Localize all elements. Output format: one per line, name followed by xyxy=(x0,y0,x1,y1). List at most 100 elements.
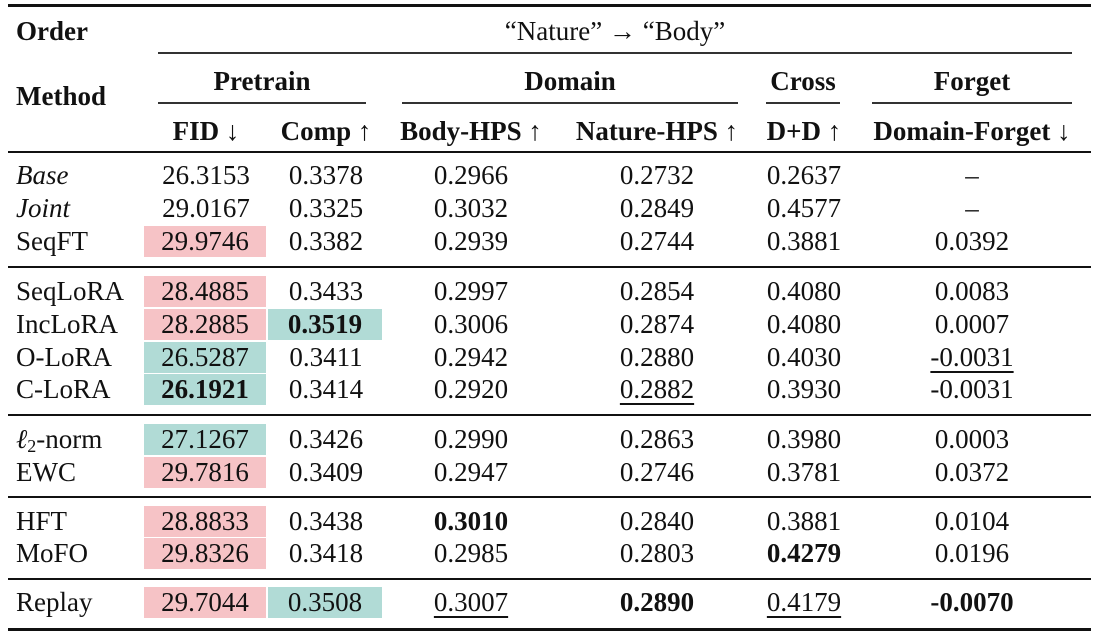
cell-value: 0.0007 xyxy=(934,309,1010,339)
group-pretrain: Pretrain xyxy=(213,66,311,96)
body-hps-cell: 0.2947 xyxy=(384,457,558,488)
forget-underline xyxy=(872,102,1072,104)
cell-value: 0.2854 xyxy=(619,276,695,306)
cell-value: 0.2997 xyxy=(433,276,509,306)
cell-value: 0.2732 xyxy=(619,160,695,190)
fid-cell: 28.8833 xyxy=(144,506,266,537)
dd-cell: 0.3781 xyxy=(756,457,852,488)
cell-value: 28.4885 xyxy=(161,276,249,306)
method-cell: SeqLoRA xyxy=(16,276,124,306)
cell-value: 0.2849 xyxy=(619,193,695,223)
cell-value: 0.2880 xyxy=(619,342,695,372)
nature-hps-cell: 0.2863 xyxy=(558,424,756,455)
method-suffix: -norm xyxy=(36,424,103,454)
comp-cell: 0.3426 xyxy=(268,424,384,455)
cell-value: 0.3414 xyxy=(288,374,364,404)
body-hps-cell: 0.3007 xyxy=(384,587,558,618)
fid-cell: 28.2885 xyxy=(144,309,266,340)
fid-cell: 28.4885 xyxy=(144,276,266,307)
cell-value: 0.2840 xyxy=(619,506,695,536)
nature-hps-cell: 0.2803 xyxy=(558,538,756,569)
fid-cell: 26.3153 xyxy=(144,160,268,191)
cell-value: 0.3519 xyxy=(287,309,363,339)
method-label: Method xyxy=(16,81,106,111)
fid-cell: 27.1267 xyxy=(144,424,266,455)
col-comp: Comp ↑ xyxy=(280,116,372,146)
setting-label: “Nature” → “Body” xyxy=(504,16,726,46)
cell-value: 29.7816 xyxy=(161,457,249,487)
fid-cell: 29.0167 xyxy=(144,193,268,224)
cell-value: 0.4030 xyxy=(766,342,842,372)
cell-value: 0.3930 xyxy=(766,374,842,404)
comp-cell: 0.3508 xyxy=(268,587,382,618)
body-hps-cell: 0.2939 xyxy=(384,226,558,257)
cell-value: 0.3378 xyxy=(288,160,364,190)
body-hps-cell: 0.2942 xyxy=(384,342,558,373)
method-cell: O-LoRA xyxy=(16,342,112,372)
body-hps-cell: 0.3010 xyxy=(384,506,558,537)
cell-value: 0.3382 xyxy=(288,226,364,256)
comp-cell: 0.3418 xyxy=(268,538,384,569)
cell-value: 0.2882 xyxy=(619,374,695,404)
col-nature-hps: Nature-HPS ↑ xyxy=(575,116,739,146)
domain-forget-cell: 0.0392 xyxy=(852,226,1092,257)
cell-value: 0.3006 xyxy=(433,309,509,339)
fid-cell: 26.1921 xyxy=(144,374,266,405)
method-cell: IncLoRA xyxy=(16,309,118,339)
cell-value: 0.3418 xyxy=(288,538,364,568)
body-hps-cell: 0.2997 xyxy=(384,276,558,307)
nature-hps-cell: 0.2874 xyxy=(558,309,756,340)
header-rule xyxy=(8,151,1091,153)
cell-value: 0.0104 xyxy=(934,506,1010,536)
group-forget: Forget xyxy=(933,66,1011,96)
cell-value: 0.4080 xyxy=(766,309,842,339)
domain-forget-cell: 0.0196 xyxy=(852,538,1092,569)
domain-forget-cell: -0.0031 xyxy=(852,342,1092,373)
comp-cell: 0.3438 xyxy=(268,506,384,537)
top-rule xyxy=(8,4,1091,7)
comp-cell: 0.3519 xyxy=(268,309,382,340)
comp-cell: 0.3378 xyxy=(268,160,384,191)
nature-hps-cell: 0.2840 xyxy=(558,506,756,537)
dd-cell: 0.3930 xyxy=(756,374,852,405)
cell-value: 0.2985 xyxy=(433,538,509,568)
group-cross: Cross xyxy=(770,66,836,96)
cell-value: 29.7044 xyxy=(161,587,249,617)
cell-value: 0.0083 xyxy=(934,276,1010,306)
nature-hps-cell: 0.2854 xyxy=(558,276,756,307)
domain-forget-cell: 0.0104 xyxy=(852,506,1092,537)
group-rule-1 xyxy=(8,266,1091,268)
body-hps-cell: 0.2990 xyxy=(384,424,558,455)
method-prefix: ℓ xyxy=(16,424,28,454)
dd-cell: 0.4080 xyxy=(756,309,852,340)
cell-value: 0.2863 xyxy=(619,424,695,454)
comp-cell: 0.3409 xyxy=(268,457,384,488)
group-rule-2 xyxy=(8,414,1091,416)
cell-value: 26.3153 xyxy=(162,160,250,190)
cell-value: 0.2920 xyxy=(433,374,509,404)
cell-value: 0.3411 xyxy=(289,342,363,372)
cell-value: 0.2890 xyxy=(619,587,695,617)
cell-value: 0.4080 xyxy=(766,276,842,306)
method-cell: HFT xyxy=(16,506,68,536)
cell-value: 0.3881 xyxy=(766,226,842,256)
col-body-hps: Body-HPS ↑ xyxy=(400,116,542,146)
group-domain: Domain xyxy=(524,66,616,96)
cell-value: 0.0003 xyxy=(934,424,1010,454)
cell-value: 27.1267 xyxy=(161,424,249,454)
body-hps-cell: 0.2966 xyxy=(384,160,558,191)
col-fid: FID ↓ xyxy=(172,116,240,146)
domain-forget-cell: 0.0372 xyxy=(852,457,1092,488)
dd-cell: 0.3881 xyxy=(756,506,852,537)
cell-value: 0.2744 xyxy=(619,226,695,256)
cell-value: 0.2990 xyxy=(433,424,509,454)
comp-cell: 0.3414 xyxy=(268,374,384,405)
domain-underline xyxy=(402,102,738,104)
method-cell: SeqFT xyxy=(16,226,89,256)
fid-cell: 29.7044 xyxy=(144,587,266,618)
method-subscript: 2 xyxy=(27,436,37,456)
dd-cell: 0.2637 xyxy=(756,160,852,191)
fid-cell: 29.9746 xyxy=(144,226,266,257)
cell-value: 0.2947 xyxy=(433,457,509,487)
setting-underline xyxy=(158,52,1072,54)
